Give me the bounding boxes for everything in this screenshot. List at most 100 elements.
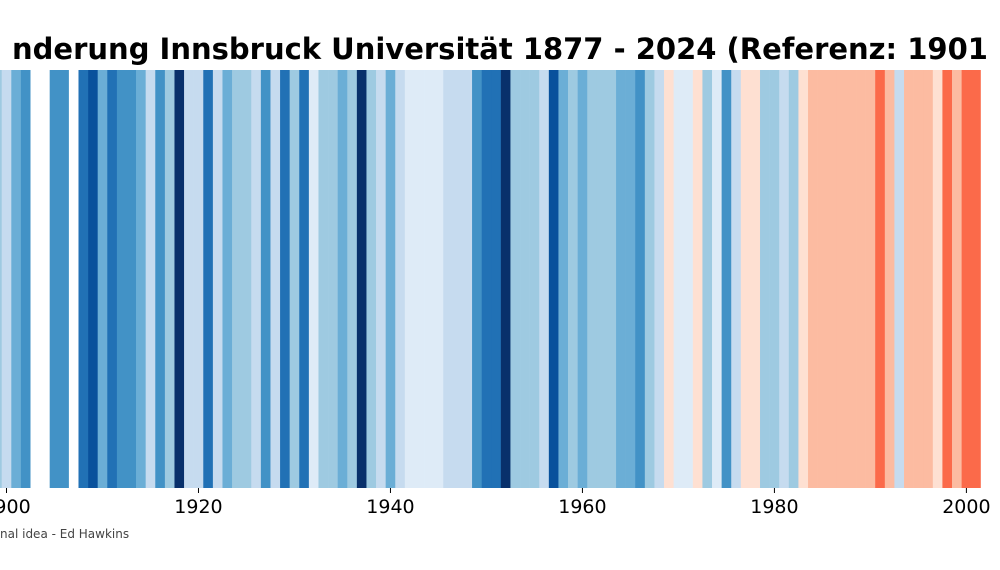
- stripe-1963: [606, 70, 617, 488]
- stripe-1917: [164, 70, 175, 488]
- stripe-1965: [625, 70, 636, 488]
- stripe-1945: [433, 70, 444, 488]
- stripe-1936: [347, 70, 358, 488]
- stripe-1988: [846, 70, 857, 488]
- stripe-1899: [0, 70, 2, 488]
- stripe-1964: [616, 70, 626, 488]
- stripe-1910: [97, 70, 108, 488]
- stripe-1914: [136, 70, 146, 488]
- stripe-1987: [836, 70, 847, 488]
- stripe-1916: [155, 70, 166, 488]
- stripe-1961: [587, 70, 598, 488]
- x-tick-label-1960: 1960: [558, 496, 606, 518]
- stripe-1957: [548, 70, 559, 488]
- x-tick-label-2000: 2000: [942, 496, 990, 518]
- stripe-2001: [971, 70, 982, 488]
- stripe-1912: [116, 70, 127, 488]
- stripe-1978: [750, 70, 761, 488]
- stripe-1997: [932, 70, 943, 488]
- stripe-1904: [40, 70, 50, 488]
- stripe-1955: [529, 70, 540, 488]
- stripe-1952: [500, 70, 511, 488]
- stripe-1921: [203, 70, 214, 488]
- stripe-1966: [635, 70, 646, 488]
- x-tick-label-1980: 1980: [750, 496, 798, 518]
- stripe-1972: [692, 70, 703, 488]
- stripe-1906: [59, 70, 70, 488]
- stripe-1950: [481, 70, 492, 488]
- stripe-1985: [817, 70, 828, 488]
- stripe-1953: [510, 70, 521, 488]
- stripe-1919: [184, 70, 194, 488]
- stripe-1973: [702, 70, 713, 488]
- stripe-1940: [385, 70, 396, 488]
- stripe-1908: [78, 70, 89, 488]
- stripe-1929: [280, 70, 290, 488]
- stripe-1992: [884, 70, 895, 488]
- stripe-1905: [49, 70, 60, 488]
- stripe-1958: [558, 70, 569, 488]
- stripe-1994: [904, 70, 914, 488]
- stripe-1959: [568, 70, 578, 488]
- stripe-1996: [923, 70, 934, 488]
- stripe-1923: [222, 70, 233, 488]
- stripe-1927: [260, 70, 271, 488]
- stripe-1974: [712, 70, 722, 488]
- stripe-1902: [20, 70, 31, 488]
- stripe-1900: [1, 70, 12, 488]
- stripe-1983: [798, 70, 809, 488]
- stripe-1938: [366, 70, 377, 488]
- stripe-1926: [251, 70, 262, 488]
- stripe-1970: [673, 70, 684, 488]
- stripe-1928: [270, 70, 281, 488]
- stripe-1909: [88, 70, 98, 488]
- stripe-1976: [731, 70, 742, 488]
- stripe-1998: [942, 70, 953, 488]
- stripe-1933: [318, 70, 329, 488]
- stripe-1949: [472, 70, 482, 488]
- stripe-1930: [289, 70, 300, 488]
- stripe-1986: [827, 70, 838, 488]
- stripe-1907: [68, 70, 79, 488]
- stripe-1935: [337, 70, 348, 488]
- x-tick-label-1940: 1940: [366, 496, 414, 518]
- stripes-group: [0, 70, 1000, 488]
- stripe-1993: [894, 70, 905, 488]
- stripe-1962: [596, 70, 607, 488]
- stripe-1982: [788, 70, 799, 488]
- stripe-1932: [308, 70, 319, 488]
- stripe-1941: [395, 70, 406, 488]
- stripe-1943: [414, 70, 425, 488]
- stripe-1924: [232, 70, 242, 488]
- stripe-1981: [779, 70, 790, 488]
- stripe-1920: [193, 70, 204, 488]
- stripe-1942: [404, 70, 415, 488]
- stripe-1922: [212, 70, 223, 488]
- stripe-1947: [452, 70, 463, 488]
- stripe-1979: [760, 70, 770, 488]
- stripe-1901: [11, 70, 22, 488]
- stripe-2003: [990, 70, 1000, 488]
- stripe-1939: [376, 70, 386, 488]
- stripe-2002: [980, 70, 991, 488]
- stripe-1931: [299, 70, 310, 488]
- stripe-1956: [539, 70, 550, 488]
- stripe-1937: [356, 70, 367, 488]
- stripe-1911: [107, 70, 118, 488]
- stripe-1925: [241, 70, 252, 488]
- chart-title: nderung Innsbruck Universität 1877 - 202…: [12, 32, 988, 66]
- stripe-1999: [952, 70, 962, 488]
- x-tick-label-1920: 1920: [174, 496, 222, 518]
- stripe-1944: [424, 70, 434, 488]
- stripe-1968: [654, 70, 665, 488]
- stripe-1948: [462, 70, 473, 488]
- stripe-1934: [328, 70, 338, 488]
- stripe-1918: [174, 70, 185, 488]
- stripe-1991: [875, 70, 886, 488]
- credit-text: nal idea - Ed Hawkins: [0, 527, 129, 541]
- stripe-1989: [856, 70, 866, 488]
- stripe-1984: [808, 70, 818, 488]
